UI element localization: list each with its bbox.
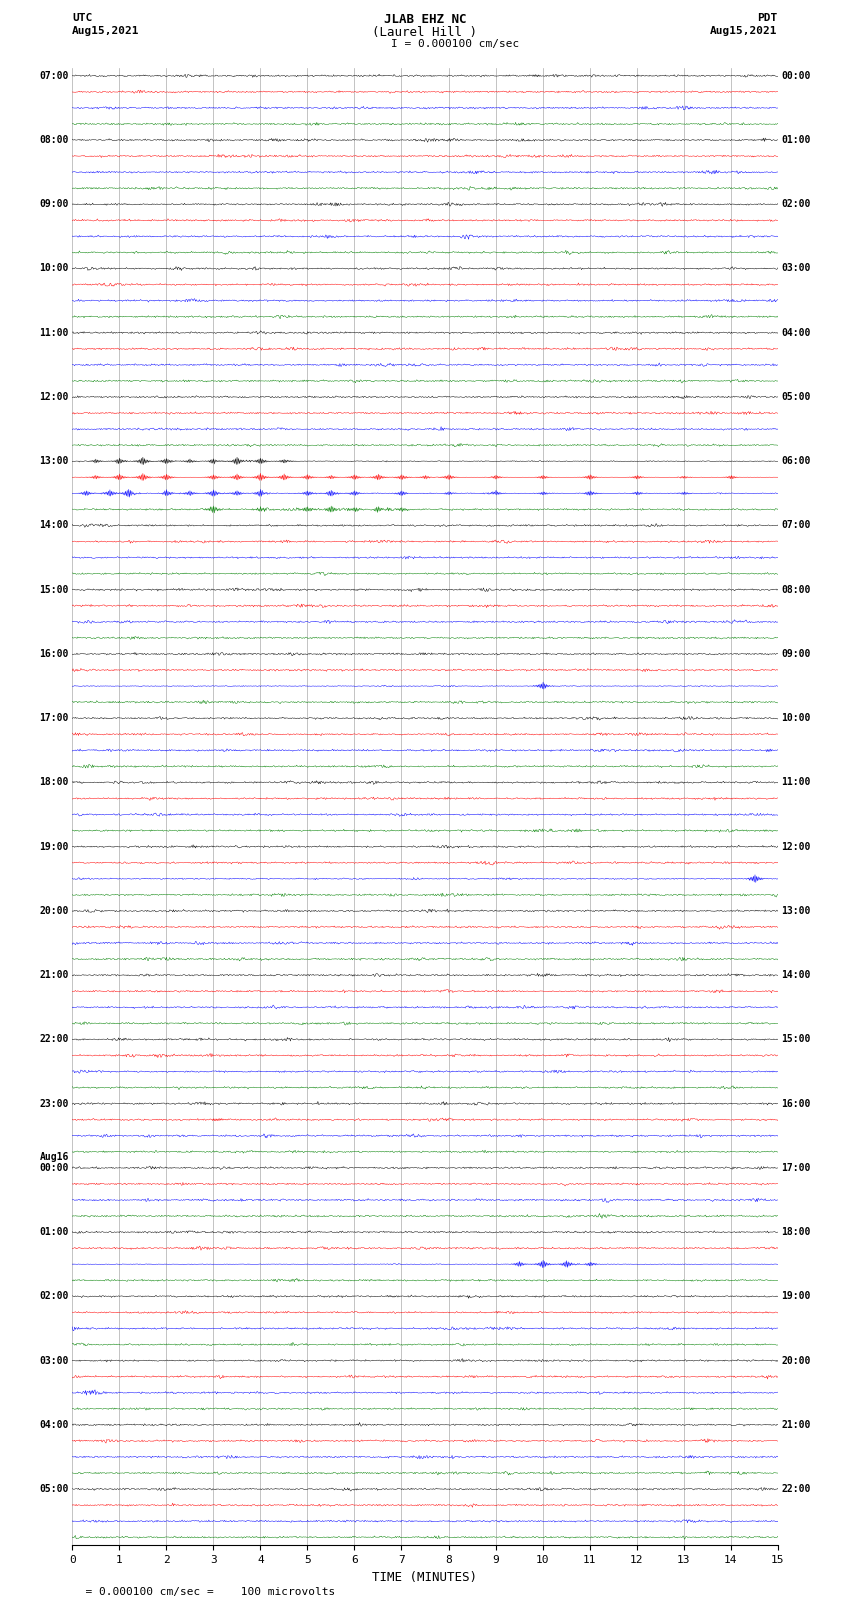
Text: 05:00: 05:00 (781, 392, 811, 402)
Text: 02:00: 02:00 (39, 1292, 69, 1302)
Text: 16:00: 16:00 (781, 1098, 811, 1108)
Text: 11:00: 11:00 (781, 777, 811, 787)
Text: 01:00: 01:00 (781, 135, 811, 145)
Text: PDT: PDT (757, 13, 778, 23)
Text: 17:00: 17:00 (781, 1163, 811, 1173)
Text: 14:00: 14:00 (39, 521, 69, 531)
Text: 08:00: 08:00 (39, 135, 69, 145)
Text: 18:00: 18:00 (781, 1227, 811, 1237)
Text: Aug16: Aug16 (39, 1152, 69, 1161)
Text: 15:00: 15:00 (781, 1034, 811, 1044)
Text: 10:00: 10:00 (781, 713, 811, 723)
Text: 20:00: 20:00 (39, 907, 69, 916)
Text: 19:00: 19:00 (781, 1292, 811, 1302)
Text: 19:00: 19:00 (39, 842, 69, 852)
Text: 07:00: 07:00 (39, 71, 69, 81)
Text: 21:00: 21:00 (39, 969, 69, 981)
Text: 06:00: 06:00 (781, 456, 811, 466)
Text: 02:00: 02:00 (781, 200, 811, 210)
Text: 03:00: 03:00 (39, 1355, 69, 1366)
Text: Aug15,2021: Aug15,2021 (711, 26, 778, 35)
Text: 01:00: 01:00 (39, 1227, 69, 1237)
Text: 12:00: 12:00 (781, 842, 811, 852)
Text: 00:00: 00:00 (781, 71, 811, 81)
Text: 13:00: 13:00 (781, 907, 811, 916)
Text: 16:00: 16:00 (39, 648, 69, 660)
Text: 15:00: 15:00 (39, 584, 69, 595)
Text: 05:00: 05:00 (39, 1484, 69, 1494)
Text: 12:00: 12:00 (39, 392, 69, 402)
Text: 03:00: 03:00 (781, 263, 811, 274)
Text: 11:00: 11:00 (39, 327, 69, 337)
Text: UTC: UTC (72, 13, 93, 23)
Text: 20:00: 20:00 (781, 1355, 811, 1366)
Text: 00:00: 00:00 (39, 1163, 69, 1173)
Text: 09:00: 09:00 (39, 200, 69, 210)
Text: Aug15,2021: Aug15,2021 (72, 26, 139, 35)
Text: 08:00: 08:00 (781, 584, 811, 595)
Text: 04:00: 04:00 (781, 327, 811, 337)
Text: JLAB EHZ NC: JLAB EHZ NC (383, 13, 467, 26)
Text: 13:00: 13:00 (39, 456, 69, 466)
Text: 18:00: 18:00 (39, 777, 69, 787)
Text: 22:00: 22:00 (39, 1034, 69, 1044)
Text: 09:00: 09:00 (781, 648, 811, 660)
Text: 17:00: 17:00 (39, 713, 69, 723)
Text: = 0.000100 cm/sec =    100 microvolts: = 0.000100 cm/sec = 100 microvolts (72, 1587, 336, 1597)
Text: I = 0.000100 cm/sec: I = 0.000100 cm/sec (391, 39, 519, 48)
Text: 07:00: 07:00 (781, 521, 811, 531)
Text: 14:00: 14:00 (781, 969, 811, 981)
Text: 22:00: 22:00 (781, 1484, 811, 1494)
Text: 21:00: 21:00 (781, 1419, 811, 1429)
Text: (Laurel Hill ): (Laurel Hill ) (372, 26, 478, 39)
X-axis label: TIME (MINUTES): TIME (MINUTES) (372, 1571, 478, 1584)
Text: 23:00: 23:00 (39, 1098, 69, 1108)
Text: 10:00: 10:00 (39, 263, 69, 274)
Text: 04:00: 04:00 (39, 1419, 69, 1429)
